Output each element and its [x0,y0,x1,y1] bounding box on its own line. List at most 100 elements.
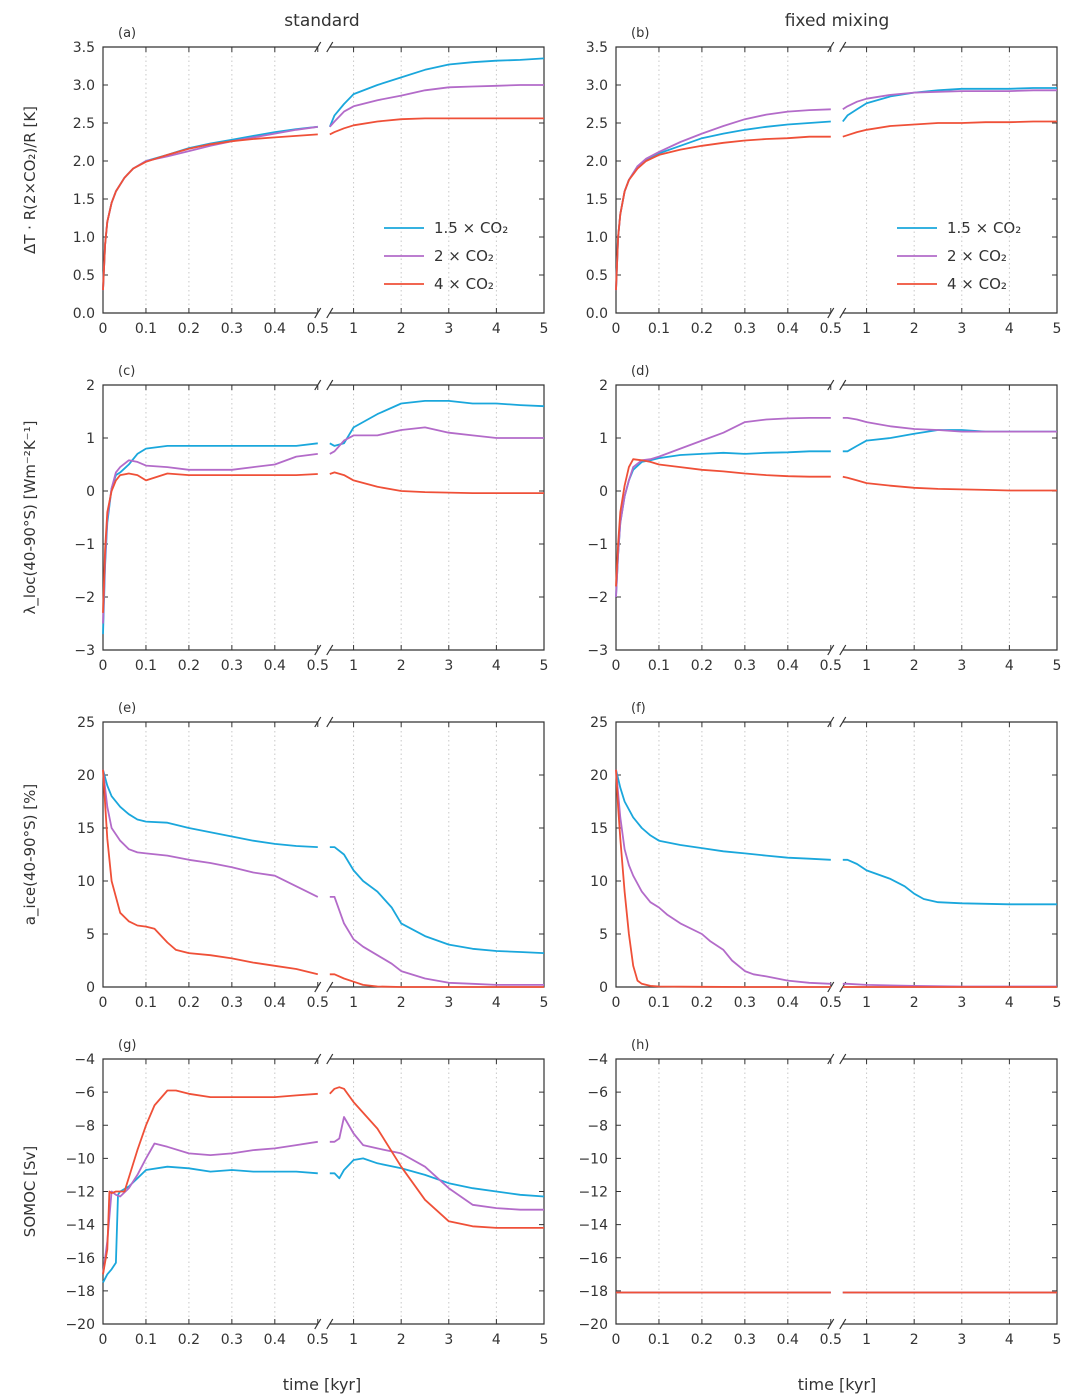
series-line-4x-co2-late [329,117,544,136]
x-tick-label: 0.2 [691,658,713,674]
series-line-2x-co2-late [329,84,544,128]
series-line-1-5x-co2-early [615,769,831,861]
panel-label: (g) [118,1038,136,1053]
series-line-4x-co2-late [842,475,1057,492]
series-line-1-5x-co2-late [842,429,1057,453]
x-tick-label: 0.5 [820,995,842,1011]
y-tick-label: −14 [578,1218,608,1234]
x-tick-label: 0.1 [648,1332,670,1348]
y-tick-label: 1.5 [73,192,95,208]
x-tick-label: 1 [862,321,871,337]
x-tick-label: 5 [1053,995,1062,1011]
panel-label: (b) [631,26,649,41]
y-tick-label: −8 [587,1118,608,1134]
y-tick-label: 0 [599,484,608,500]
series-line-2x-co2-late [842,89,1057,111]
x-tick-label: 0 [612,995,621,1011]
series-line-4x-co2-early [615,135,831,291]
axis-break-mark [326,1318,334,1330]
axis-frame-right [842,1058,1058,1325]
axis-frame-left [615,46,831,314]
y-tick-label: −16 [578,1251,608,1267]
y-tick-label: 0.5 [586,268,608,284]
column-title-standard: standard [284,11,359,31]
y-tick-label: 25 [590,715,608,731]
legend-entry: 4 × CO₂ [947,275,1007,293]
x-tick-label: 0 [99,321,108,337]
x-tick-label: 1 [862,995,871,1011]
y-tick-label: −16 [65,1251,95,1267]
axis-frame-left [615,1058,831,1325]
legend-entry: 2 × CO₂ [947,247,1007,265]
y-tick-label: 0.5 [73,268,95,284]
axis-frame-left [102,1058,318,1325]
y-tick-label: 15 [77,821,95,837]
y-axis-label: SOMOC [Sv] [21,1146,39,1237]
y-tick-label: 3.0 [586,78,608,94]
x-tick-label: 1 [349,995,358,1011]
axis-break-mark [839,1318,847,1330]
y-tick-label: −3 [74,643,95,659]
series-line-4x-co2-early [102,1089,318,1275]
y-tick-label: −14 [65,1218,95,1234]
y-tick-label: −4 [74,1052,95,1068]
panel-a: 0.0 0.5 1.0 1.5 2.0 2.5 3.0 3.5 0 0.1 0.2 0.3 0.4 0.5… [21,26,548,337]
series-line-1-5x-co2-late [842,87,1057,123]
y-tick-label: −1 [587,537,608,553]
y-tick-label: 2.0 [73,154,95,170]
panel-label: (d) [631,364,649,379]
axis-frame-left [102,384,318,651]
panel-label: (a) [118,26,136,41]
x-tick-label: 5 [1053,658,1062,674]
series-line-1-5x-co2-late [842,858,1057,906]
axis-frame-right [842,384,1058,651]
y-tick-label: 1 [86,431,95,447]
axis-break-mark [839,41,847,53]
x-tick-label: 0 [99,658,108,674]
x-tick-label: 5 [1053,1332,1062,1348]
series-line-1-5x-co2-early [102,1165,318,1284]
series-line-4x-co2-late [842,120,1057,138]
axis-break-mark [326,981,334,993]
series-line-2x-co2-early [102,125,318,291]
y-tick-label: −20 [65,1317,95,1333]
x-tick-label: 2 [910,658,919,674]
x-tick-label: 4 [1005,321,1014,337]
x-tick-label: 3 [444,1332,453,1348]
x-tick-label: 1 [862,1332,871,1348]
axis-frame-right [329,384,545,651]
x-tick-label: 0.4 [777,658,799,674]
x-tick-label: 2 [910,321,919,337]
y-axis-label: a_ice(40-90°S) [%] [21,784,40,925]
x-tick-label: 0.3 [221,321,243,337]
y-tick-label: 3.5 [586,40,608,56]
x-tick-label: 0.4 [264,1332,286,1348]
x-tick-label: 0.1 [648,658,670,674]
y-tick-label: −4 [587,1052,608,1068]
x-tick-label: 0.3 [221,658,243,674]
x-tick-label: 4 [1005,1332,1014,1348]
y-tick-label: 2.5 [586,116,608,132]
x-tick-label: 0.1 [135,1332,157,1348]
x-tick-label: 0.2 [691,321,713,337]
y-tick-label: 2.5 [73,116,95,132]
axis-frame-right [329,46,545,314]
x-tick-label: 0.2 [178,658,200,674]
panel-label: (h) [631,1038,649,1053]
y-tick-label: 3.5 [73,40,95,56]
x-tick-label: 0 [612,658,621,674]
series-line-2x-co2-late [842,982,1057,988]
x-tick-label: 2 [397,995,406,1011]
x-axis-label-standard: time [kyr] [283,1375,361,1394]
panel-d: −3 −2 −1 0 1 2 0 0.1 0.2 0.3 0.4 0.5 1 2 3 4 5 (d) [587,364,1061,674]
axis-frame-left [102,721,318,988]
y-tick-label: 2 [86,378,95,394]
axis-break-mark [326,307,334,319]
y-tick-label: 1.0 [73,230,95,246]
series-line-2x-co2-early [102,769,319,898]
x-tick-label: 0.2 [178,321,200,337]
y-tick-label: 0 [599,980,608,996]
y-axis-label: λ_loc(40-90°S) [Wm⁻²K⁻¹] [21,421,40,615]
series-line-2x-co2-early [102,1140,318,1275]
x-tick-label: 1 [349,658,358,674]
